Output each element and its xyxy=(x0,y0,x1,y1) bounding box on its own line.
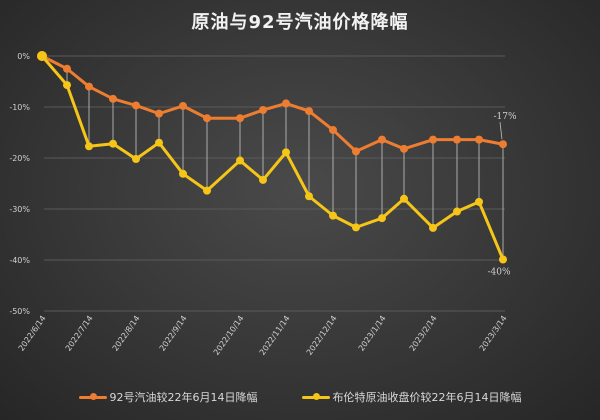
data-point-marker[interactable] xyxy=(155,109,163,118)
x-tick-label: 2022/11/14 xyxy=(258,314,292,357)
data-point-marker[interactable] xyxy=(85,142,93,151)
data-point-marker[interactable] xyxy=(236,156,244,165)
data-point-marker[interactable] xyxy=(132,101,140,110)
chart-title: 原油与92号汽油价格降幅 xyxy=(191,12,409,33)
legend-item-brent[interactable]: 布伦特原油收盘价较22年6月14日降幅 xyxy=(301,389,522,405)
data-point-marker[interactable] xyxy=(282,99,290,108)
y-tick-label: -40% xyxy=(9,256,30,265)
legend-label-gasoline: 92号汽油较22年6月14日降幅 xyxy=(109,391,258,404)
data-label-gasoline-end: -17% xyxy=(493,112,516,122)
data-point-marker[interactable] xyxy=(475,197,483,206)
data-point-marker[interactable] xyxy=(259,106,267,115)
data-point-marker[interactable] xyxy=(352,147,360,156)
data-point-marker[interactable] xyxy=(378,135,386,144)
data-point-marker[interactable] xyxy=(329,125,337,134)
data-point-marker[interactable] xyxy=(305,107,313,116)
data-point-marker[interactable] xyxy=(378,214,386,223)
data-point-marker[interactable] xyxy=(179,101,187,110)
y-tick-label: -30% xyxy=(9,205,30,214)
data-label-brent-end: -40% xyxy=(487,267,510,277)
data-point-marker[interactable] xyxy=(429,223,437,232)
data-point-marker[interactable] xyxy=(109,94,117,103)
x-tick-label: 2023/2/14 xyxy=(408,314,439,353)
data-point-marker[interactable] xyxy=(203,186,211,195)
data-point-marker[interactable] xyxy=(429,135,437,144)
data-point-marker[interactable] xyxy=(499,140,507,149)
data-point-marker[interactable] xyxy=(329,211,337,220)
y-tick-label: -10% xyxy=(9,103,30,112)
data-point-marker[interactable] xyxy=(282,148,290,157)
data-point-marker[interactable] xyxy=(63,64,71,73)
data-point-marker[interactable] xyxy=(453,207,461,216)
data-point-marker[interactable] xyxy=(400,194,408,203)
x-tick-label: 2022/10/14 xyxy=(212,314,246,357)
y-tick-label: -20% xyxy=(9,154,30,163)
y-tick-label: -50% xyxy=(9,307,30,316)
data-point-marker[interactable] xyxy=(400,144,408,153)
data-point-marker[interactable] xyxy=(453,135,461,144)
x-tick-label: 2022/9/14 xyxy=(158,314,189,353)
data-point-marker[interactable] xyxy=(37,51,47,61)
y-tick-label: 0% xyxy=(17,52,30,61)
chart-legend: 92号汽油较22年6月14日降幅 布伦特原油收盘价较22年6月14日降幅 xyxy=(0,389,600,405)
data-point-marker[interactable] xyxy=(109,139,117,148)
x-tick-label: 2022/6/14 xyxy=(17,314,48,353)
x-tick-label: 2022/8/14 xyxy=(111,314,142,353)
data-point-marker[interactable] xyxy=(305,192,313,201)
data-point-marker[interactable] xyxy=(203,114,211,123)
data-point-marker[interactable] xyxy=(352,223,360,232)
data-point-marker[interactable] xyxy=(259,175,267,184)
data-point-marker[interactable] xyxy=(499,255,507,264)
brent-series-line xyxy=(40,55,505,261)
legend-item-gasoline[interactable]: 92号汽油较22年6月14日降幅 xyxy=(78,389,258,405)
legend-label-brent: 布伦特原油收盘价较22年6月14日降幅 xyxy=(332,391,522,404)
yellow-line-marker-icon xyxy=(301,393,330,400)
data-point-marker[interactable] xyxy=(132,155,140,164)
x-tick-label: 2022/7/14 xyxy=(64,314,95,353)
x-tick-label: 2023/1/14 xyxy=(357,314,388,353)
data-point-marker[interactable] xyxy=(179,169,187,178)
x-tick-label: 2022/12/14 xyxy=(305,314,339,357)
data-point-marker[interactable] xyxy=(85,82,93,91)
data-point-marker[interactable] xyxy=(63,81,71,90)
data-point-marker[interactable] xyxy=(155,138,163,147)
orange-line-marker-icon xyxy=(78,393,107,400)
data-point-marker[interactable] xyxy=(475,135,483,144)
x-tick-label: 2023/3/14 xyxy=(478,314,509,353)
data-point-marker[interactable] xyxy=(236,114,244,123)
label-leader-line xyxy=(499,122,503,140)
